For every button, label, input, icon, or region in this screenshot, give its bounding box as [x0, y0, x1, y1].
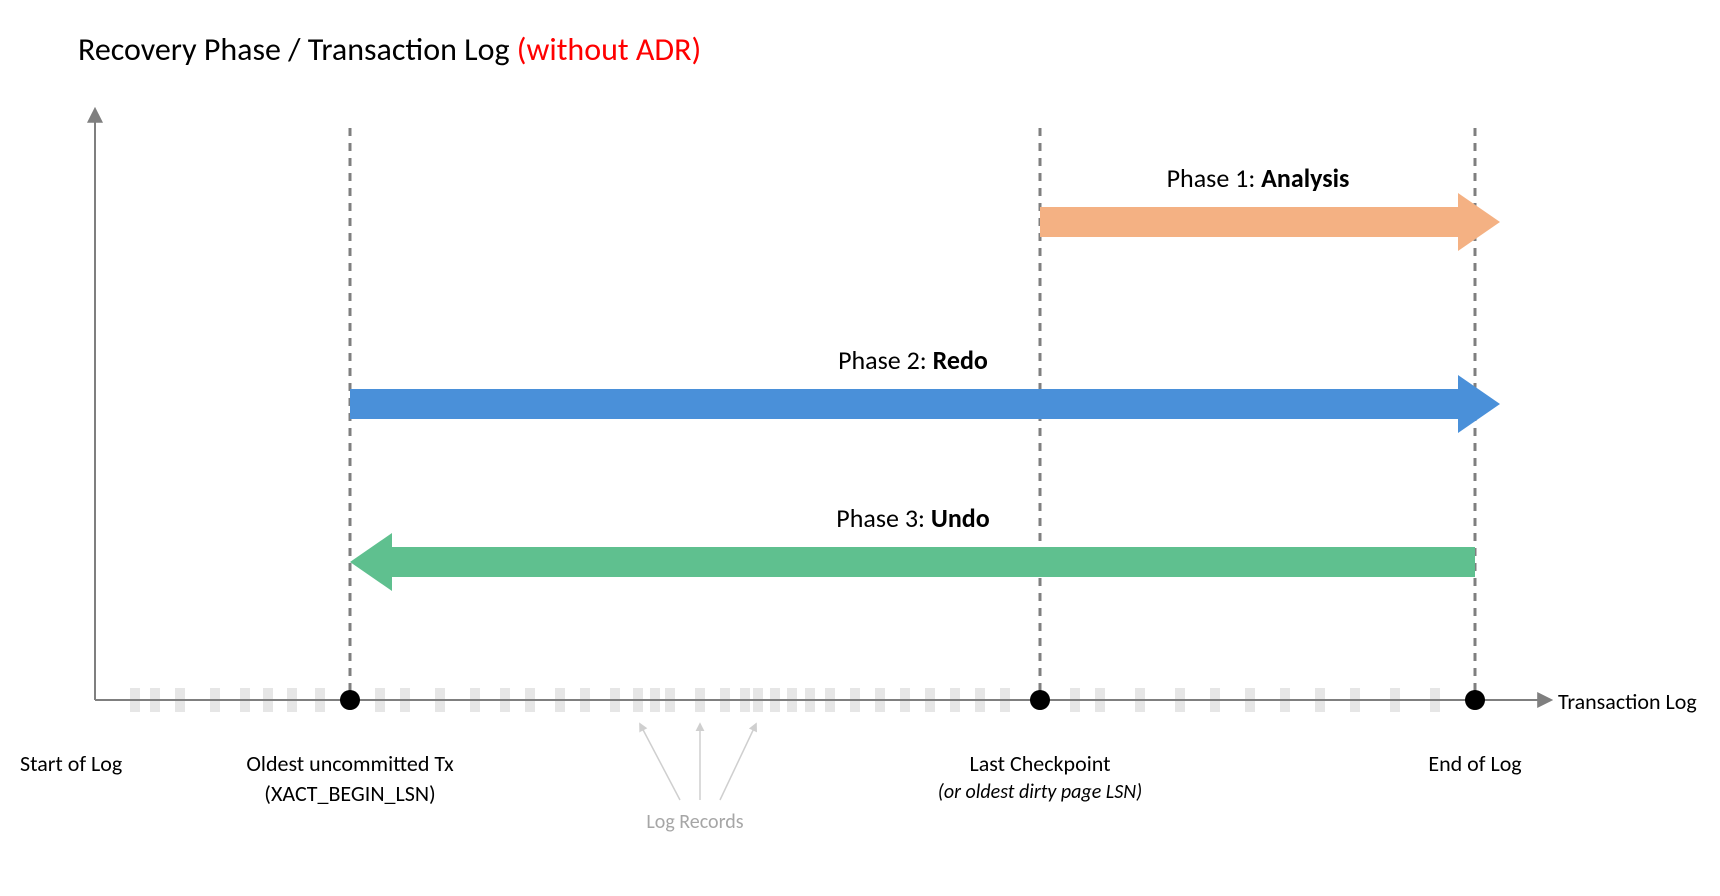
phase-label-bold: Redo	[933, 344, 988, 376]
footnote-end-of-log: End of Log	[1428, 750, 1521, 777]
phase-label-bold: Undo	[931, 502, 990, 534]
log-records-callout-group	[640, 724, 756, 800]
footnote-checkpoint: Last Checkpoint	[970, 750, 1111, 777]
phase-label-redo: Phase 2: Redo	[838, 344, 988, 376]
log-records-label: Log Records	[646, 810, 743, 834]
checkpoint-dot	[1030, 690, 1050, 710]
oldest-tx-dot	[340, 690, 360, 710]
arrow-redo	[350, 375, 1500, 433]
diagram-canvas: Recovery Phase / Transaction Log (withou…	[0, 0, 1720, 896]
arrow-undo	[350, 533, 1475, 591]
footnote-oldest-tx-line2: (XACT_BEGIN_LSN)	[264, 780, 435, 807]
end-of-log-dot	[1465, 690, 1485, 710]
phase-label-analysis: Phase 1: Analysis	[1167, 162, 1350, 194]
phase-label-undo: Phase 3: Undo	[836, 502, 989, 534]
phase-label-bold: Analysis	[1261, 162, 1349, 194]
footnote-start-of-log: Start of Log	[20, 750, 122, 777]
phase-label-prefix: Phase 1:	[1167, 162, 1262, 194]
x-axis-label: Transaction Log	[1558, 688, 1697, 715]
arrow-analysis	[1040, 193, 1500, 251]
footnote-checkpoint-sub: (or oldest dirty page LSN)	[910, 780, 1170, 804]
footnote-oldest-tx: Oldest uncommitted Tx	[246, 750, 453, 777]
phase-label-prefix: Phase 3:	[836, 502, 931, 534]
phase-label-prefix: Phase 2:	[838, 344, 933, 376]
